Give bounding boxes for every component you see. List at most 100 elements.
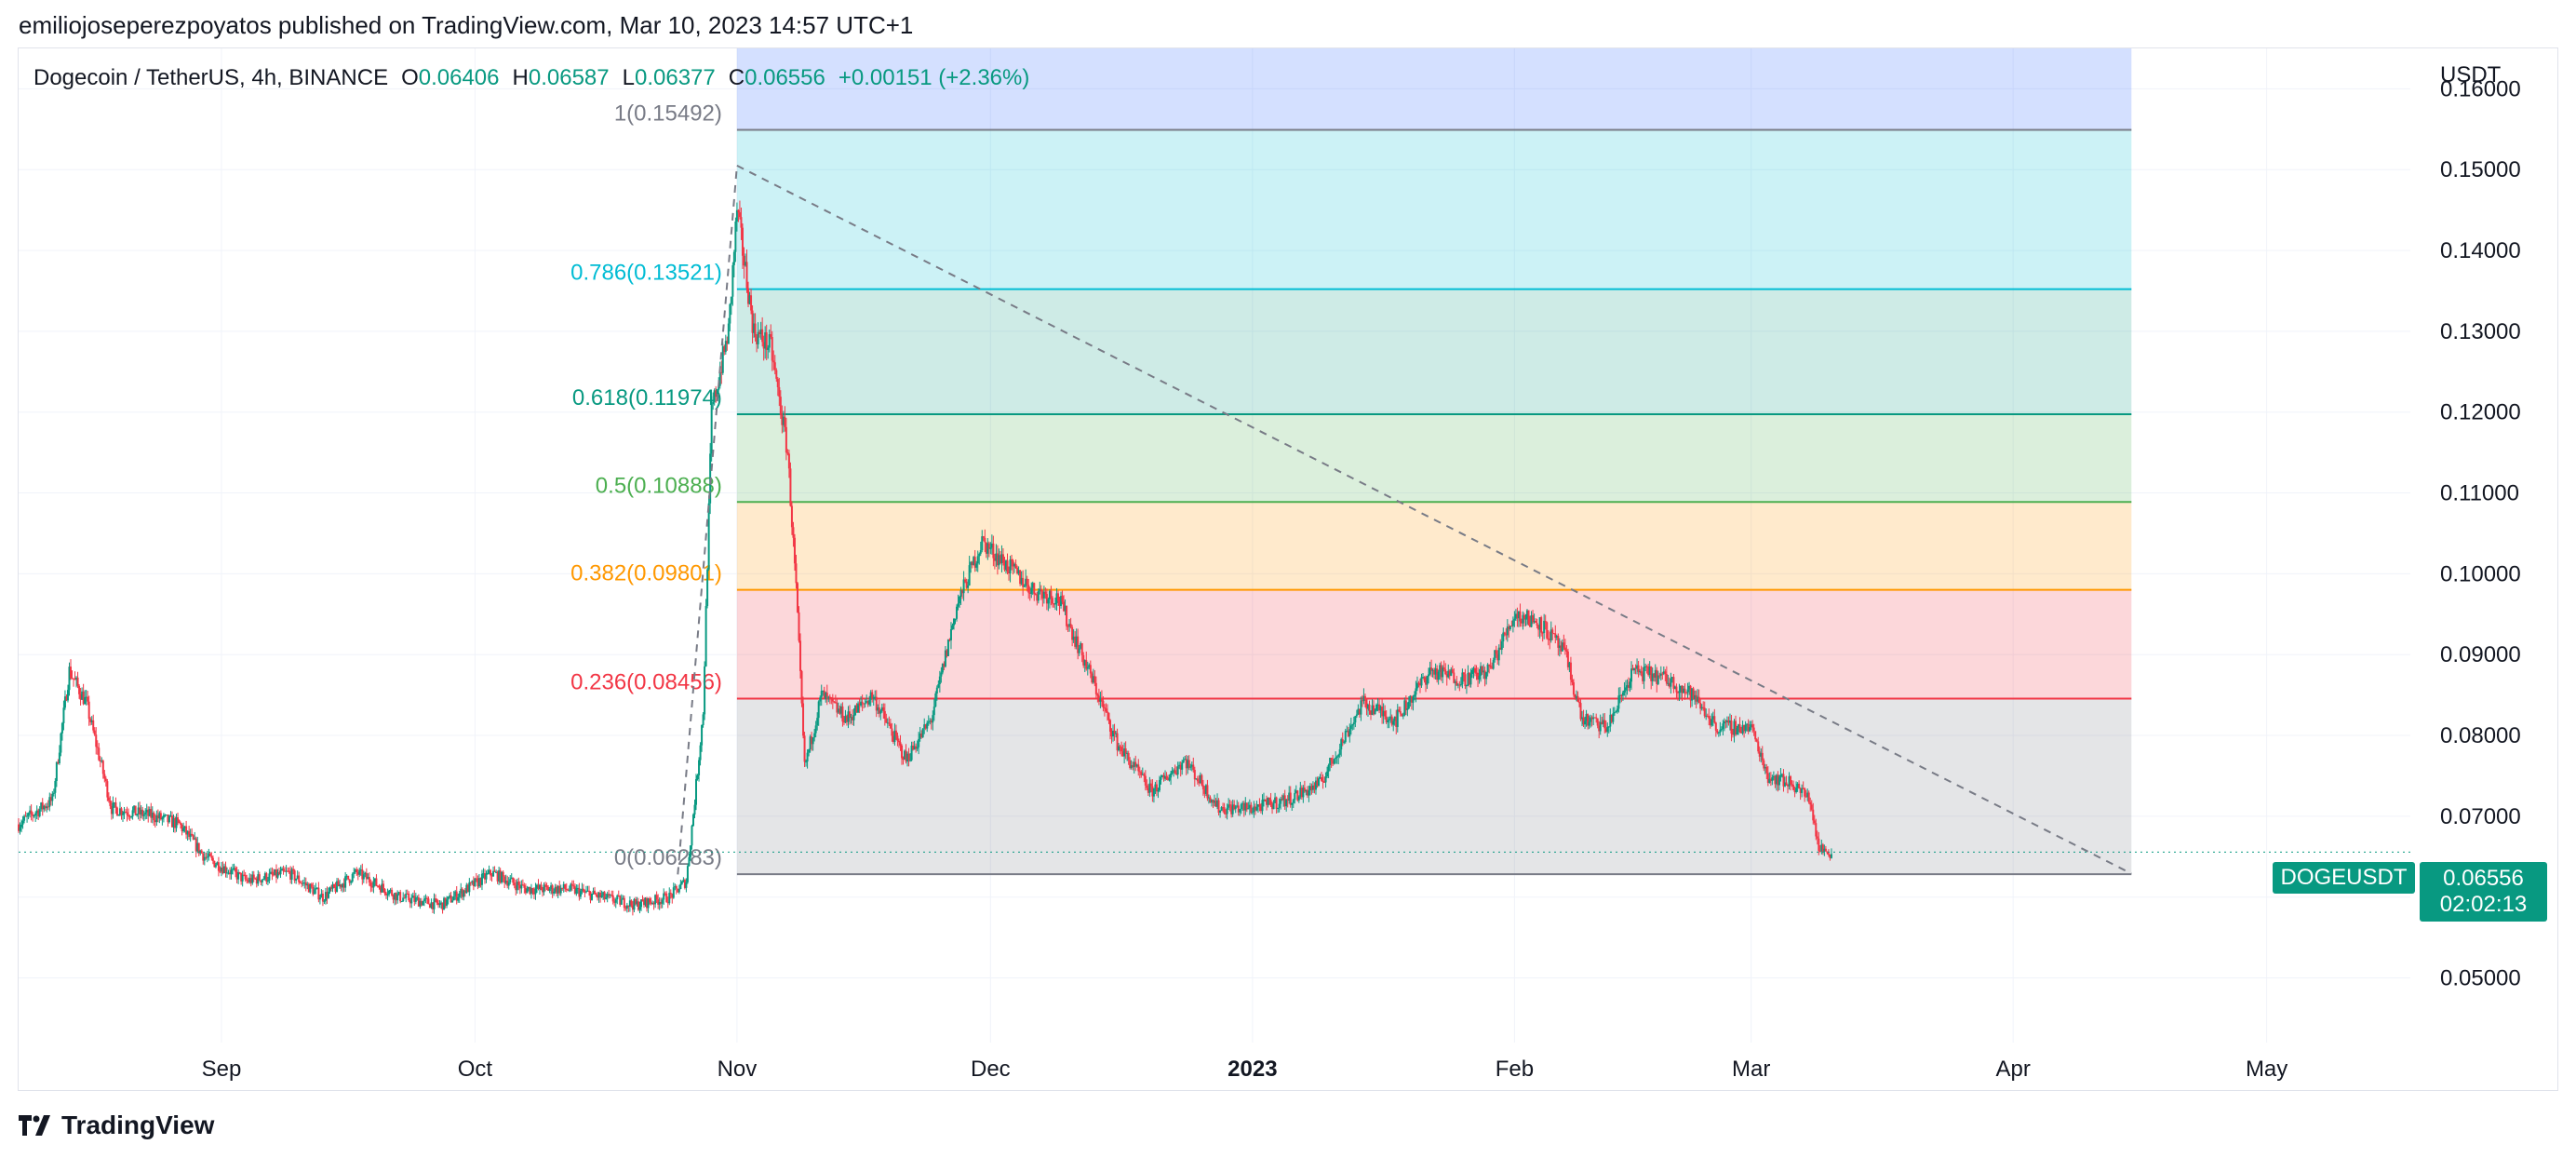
- candle-body: [299, 882, 302, 883]
- candle-body: [1711, 716, 1714, 720]
- candle-body: [1447, 670, 1450, 678]
- candle-body: [383, 888, 386, 894]
- candle-body: [789, 468, 792, 506]
- candle-body: [1157, 790, 1160, 792]
- candle-body: [243, 874, 246, 876]
- candle-body: [532, 892, 535, 895]
- candle-body: [498, 869, 501, 882]
- symbol-description[interactable]: Dogecoin / TetherUS, 4h, BINANCE: [34, 65, 389, 90]
- candle-body: [819, 697, 822, 702]
- candle-body: [1223, 807, 1226, 814]
- candle-body: [1314, 780, 1317, 790]
- candle-body: [1417, 682, 1420, 685]
- candle-body: [981, 536, 984, 551]
- candle-body: [1511, 620, 1514, 626]
- candle-body: [747, 288, 750, 304]
- low-value: 0.06377: [634, 65, 716, 90]
- candle-body: [1749, 727, 1751, 732]
- candle-body: [1327, 765, 1330, 772]
- candle-body: [174, 818, 177, 828]
- candle-body: [276, 872, 279, 878]
- candle-body: [133, 805, 136, 811]
- candle-body: [345, 875, 348, 877]
- candle-body: [858, 703, 861, 706]
- candle-body: [359, 869, 362, 871]
- candle-body: [1100, 697, 1103, 701]
- candle-body: [699, 745, 702, 761]
- candle-body: [1607, 726, 1610, 728]
- candle-body: [29, 810, 32, 814]
- candle-body: [1019, 570, 1022, 585]
- candle-body: [475, 878, 477, 880]
- candle-body: [1234, 806, 1237, 810]
- candle-body: [1371, 705, 1374, 715]
- candle-body: [1475, 672, 1478, 674]
- candle-body: [929, 720, 932, 722]
- candle-body: [1151, 786, 1154, 797]
- candle-body: [753, 323, 756, 333]
- candle-body: [66, 690, 69, 701]
- candle-body: [1430, 667, 1433, 671]
- candle-body: [159, 813, 162, 820]
- candle-body: [724, 341, 727, 353]
- candle-body: [213, 860, 216, 868]
- candle-body: [139, 807, 141, 815]
- candle-body: [729, 303, 731, 324]
- candle-body: [502, 871, 504, 877]
- candle-body: [1587, 714, 1590, 726]
- candle-body: [813, 733, 816, 738]
- candle-body: [1612, 713, 1615, 722]
- candle-body: [946, 650, 948, 656]
- candle-body: [1146, 785, 1148, 788]
- y-tick-label: 0.10000: [2440, 561, 2521, 586]
- candle-body: [336, 881, 339, 892]
- candle-body: [141, 809, 144, 816]
- candle-body: [1598, 725, 1601, 732]
- candle-body: [1489, 665, 1492, 667]
- candle-body: [118, 808, 121, 815]
- candle-body: [1754, 731, 1757, 740]
- candle-body: [786, 452, 789, 454]
- candle-body: [715, 390, 718, 397]
- candle-body: [1812, 809, 1815, 821]
- candle-body: [1810, 804, 1813, 810]
- candle-body: [309, 883, 312, 893]
- candle-body: [837, 708, 839, 713]
- candle-body: [385, 893, 388, 895]
- candle-body: [989, 547, 992, 549]
- candle-body: [252, 874, 255, 879]
- candle-body: [1000, 554, 1003, 563]
- candle-body: [693, 804, 696, 815]
- candle-body: [81, 691, 84, 700]
- candle-body: [1700, 707, 1703, 709]
- candle-body: [827, 696, 830, 698]
- candle-body: [1590, 717, 1592, 722]
- candle-body: [1647, 667, 1650, 675]
- candle-body: [1048, 590, 1051, 599]
- candle-body: [1219, 810, 1222, 814]
- candle-body: [1158, 779, 1161, 791]
- candle-body: [148, 809, 151, 816]
- candle-body: [839, 708, 841, 714]
- fib-zone: [736, 589, 2132, 699]
- candle-body: [1192, 764, 1195, 770]
- candle-body: [857, 703, 860, 713]
- candle-body: [1481, 666, 1483, 673]
- candle-body: [1697, 696, 1700, 703]
- tradingview-footer[interactable]: TradingView: [19, 1111, 214, 1140]
- candle-body: [101, 761, 104, 774]
- candle-body: [87, 701, 90, 720]
- candle-body: [1615, 711, 1617, 713]
- candle-body: [1245, 802, 1248, 810]
- candle-body: [1581, 717, 1584, 720]
- candle-body: [702, 714, 704, 725]
- candle-body: [863, 703, 865, 705]
- candle-body: [1744, 724, 1747, 732]
- candle-body: [324, 892, 327, 901]
- candle-body: [825, 693, 828, 697]
- candle-body: [1148, 783, 1151, 793]
- candle-body: [1713, 716, 1716, 723]
- candle-body: [622, 897, 624, 900]
- candle-body: [1593, 717, 1596, 719]
